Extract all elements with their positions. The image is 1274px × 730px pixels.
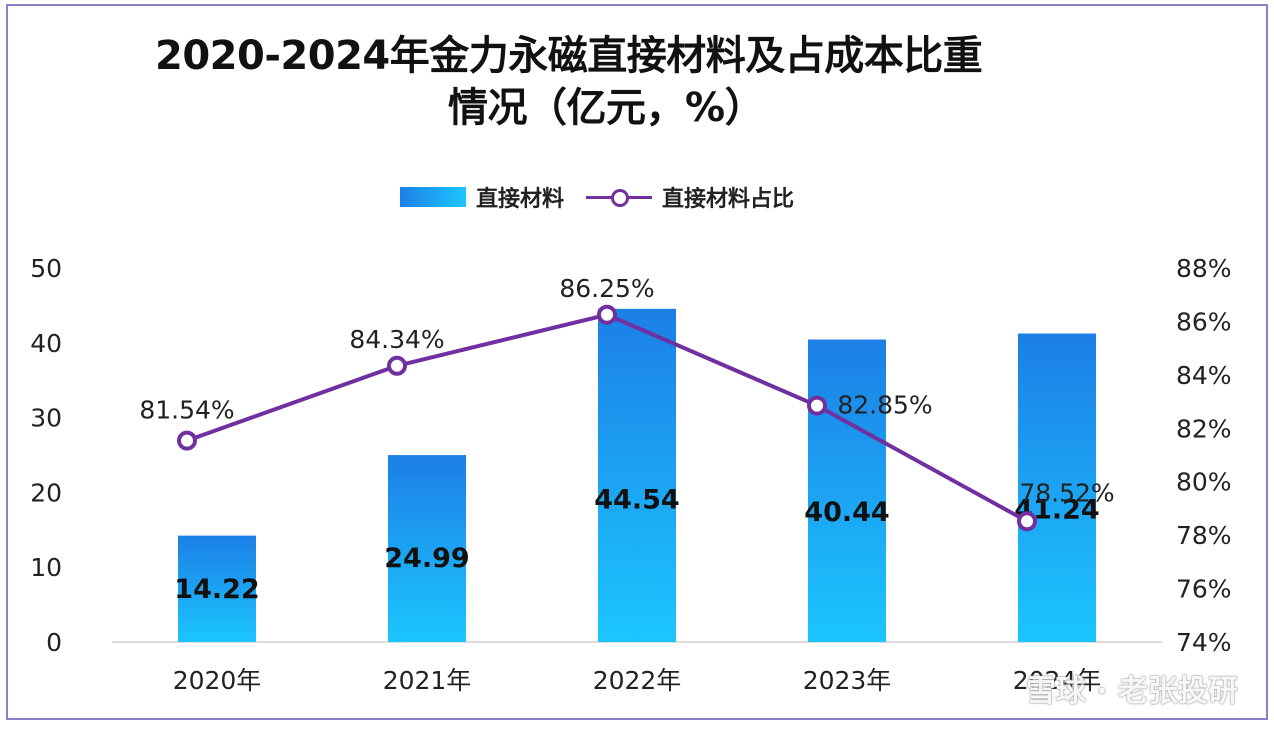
chart-title-line2: 情况（亿元，%）	[448, 85, 765, 131]
bar-data-label: 40.44	[804, 497, 889, 528]
x-tick-label: 2024年	[1013, 666, 1102, 695]
y-left-tick-label: 20	[30, 478, 62, 507]
y-left-tick-label: 10	[30, 553, 62, 582]
chart-title-line1: 2020-2024年金力永磁直接材料及占成本比重	[155, 33, 983, 79]
line-data-label: 81.54%	[139, 396, 234, 425]
x-tick-label: 2022年	[593, 666, 682, 695]
legend-line-swatch	[586, 187, 653, 207]
line-data-label: 82.85%	[837, 391, 932, 420]
line-point	[177, 430, 197, 451]
x-tick-label: 2023年	[803, 666, 892, 695]
bar-data-label: 44.54	[594, 485, 679, 516]
chart-title: 2020-2024年金力永磁直接材料及占成本比重 情况（亿元，%）	[60, 30, 1160, 134]
line-point	[387, 355, 407, 376]
bar-data-label: 24.99	[384, 543, 469, 574]
y-right-tick-label: 84%	[1176, 361, 1232, 390]
bar	[1018, 333, 1096, 642]
bar	[388, 455, 466, 642]
y-right-tick-label: 88%	[1176, 254, 1232, 283]
y-right-tick-label: 86%	[1176, 307, 1232, 336]
line-point	[1017, 511, 1037, 532]
line-point	[597, 304, 617, 325]
legend-bar-swatch	[400, 187, 466, 207]
y-right-tick-label: 80%	[1176, 468, 1232, 497]
watermark: 雪球 · 老张投研	[1025, 674, 1238, 709]
line-data-label: 84.34%	[349, 325, 444, 354]
y-right-tick-label: 82%	[1176, 414, 1232, 443]
y-left-tick-label: 30	[30, 404, 62, 433]
bar	[808, 339, 886, 642]
line-point	[807, 395, 827, 416]
y-right-tick-label: 76%	[1176, 575, 1232, 604]
legend: 直接材料 直接材料占比	[400, 182, 794, 212]
y-left-tick-label: 0	[46, 628, 62, 657]
line-data-label: 86.25%	[559, 274, 654, 303]
line-data-label: 78.52%	[1019, 478, 1114, 507]
legend-bar-label: 直接材料	[476, 187, 565, 212]
x-tick-label: 2020年	[173, 666, 262, 695]
bar-data-label: 14.22	[174, 574, 259, 605]
y-right-tick-label: 78%	[1176, 521, 1232, 550]
y-left-tick-label: 50	[30, 254, 62, 283]
y-right-tick-label: 74%	[1176, 628, 1232, 657]
bar	[598, 308, 676, 642]
legend-line-label: 直接材料占比	[662, 187, 795, 212]
bar	[178, 535, 256, 642]
y-left-tick-label: 40	[30, 329, 62, 358]
x-tick-label: 2021年	[383, 666, 472, 695]
